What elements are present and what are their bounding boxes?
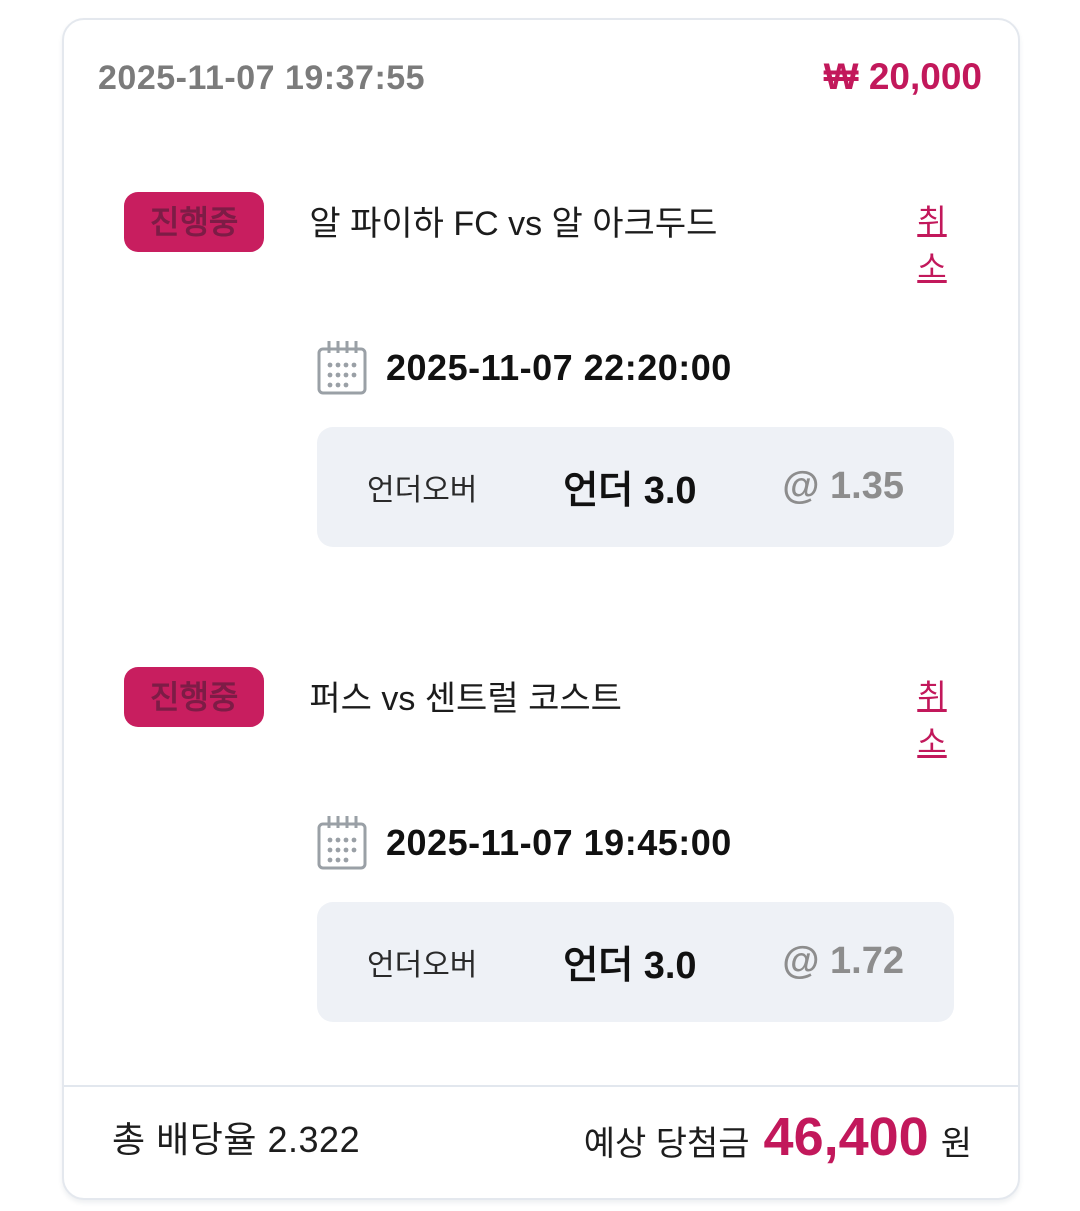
match-name: 퍼스 vs 센트럴 코스트 xyxy=(309,679,622,718)
pick-label: 언더 3.0 xyxy=(563,470,697,513)
odds-value: @ 1.35 xyxy=(782,465,904,508)
match-datetime: 2025-11-07 19:45:00 xyxy=(386,821,732,863)
calendar-icon xyxy=(317,340,367,395)
bet-placed-timestamp: 2025-11-07 19:37:55 xyxy=(98,59,426,97)
expected-winnings-amount: 46,400 xyxy=(763,1107,929,1168)
bet-entry-header: 진행중 알 파이하 FC vs 알 아크두드 취소 xyxy=(124,192,954,291)
selection-box: 언더오버 언더 3.0 @ 1.35 xyxy=(317,426,954,547)
expected-winnings-label: 예상 당첨금 xyxy=(583,1125,750,1164)
bet-slip-footer: 총 배당율 2.322 예상 당첨금 46,400 원 xyxy=(64,1087,1018,1198)
odds-value: @ 1.72 xyxy=(782,940,904,983)
bet-entry-header: 진행중 퍼스 vs 센트럴 코스트 취소 xyxy=(124,666,954,766)
total-odds-value: 2.322 xyxy=(267,1119,361,1161)
match-datetime-row: 2025-11-07 22:20:00 xyxy=(315,339,954,397)
cancel-bet-button[interactable]: 취소 xyxy=(910,673,954,766)
bet-entry: 진행중 퍼스 vs 센트럴 코스트 취소 2025-11-07 19:45:00… xyxy=(64,666,1018,1022)
stake-amount: ₩ 20,000 xyxy=(823,56,982,97)
market-label: 언더오버 xyxy=(367,473,478,507)
pick-label: 언더 3.0 xyxy=(563,945,697,988)
status-badge: 진행중 xyxy=(124,192,265,253)
expected-winnings: 예상 당첨금 46,400 원 xyxy=(584,1106,972,1168)
bet-slip-card: 2025-11-07 19:37:55 ₩ 20,000 진행중 알 파이하 F… xyxy=(62,18,1020,1200)
match-name: 알 파이하 FC vs 알 아크두드 xyxy=(309,205,718,243)
total-odds: 총 배당율 2.322 xyxy=(112,1111,360,1163)
match-datetime-row: 2025-11-07 19:45:00 xyxy=(315,814,954,872)
market-label: 언더오버 xyxy=(367,948,478,982)
status-badge: 진행중 xyxy=(124,666,265,728)
footer-divider xyxy=(64,1084,1018,1087)
currency-suffix: 원 xyxy=(940,1125,972,1164)
bet-slip-header: 2025-11-07 19:37:55 ₩ 20,000 xyxy=(64,20,1018,98)
calendar-icon xyxy=(317,815,367,870)
cancel-bet-button[interactable]: 취소 xyxy=(910,198,954,291)
bet-entry: 진행중 알 파이하 FC vs 알 아크두드 취소 2025-11-07 22:… xyxy=(64,192,1018,547)
match-datetime: 2025-11-07 22:20:00 xyxy=(386,346,732,388)
total-odds-label: 총 배당율 xyxy=(112,1119,257,1161)
selection-box: 언더오버 언더 3.0 @ 1.72 xyxy=(317,901,954,1022)
